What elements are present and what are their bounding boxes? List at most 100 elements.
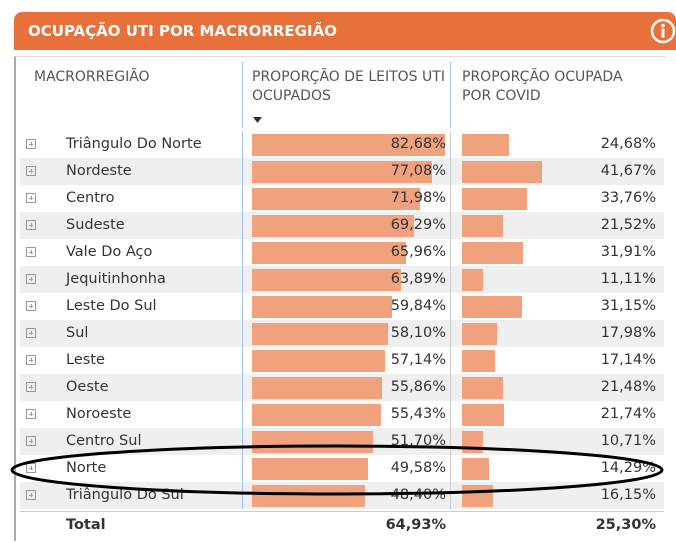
expand-icon[interactable] (26, 247, 36, 257)
total-covid: 25,30% (595, 517, 656, 533)
column-divider (450, 401, 451, 428)
covid-value: 31,91% (600, 244, 656, 260)
covid-value: 17,14% (600, 352, 656, 368)
data-bar (462, 161, 542, 183)
table-row: Triângulo Do Sul 48,40% 16,15% (20, 482, 664, 509)
expand-icon[interactable] (26, 139, 36, 149)
column-divider (242, 320, 243, 347)
column-divider (450, 428, 451, 455)
column-divider (242, 185, 243, 212)
table-row: Vale Do Aço 65,96% 31,91% (20, 239, 664, 266)
info-icon[interactable] (650, 18, 676, 44)
data-bar (252, 188, 421, 210)
data-bar (252, 161, 432, 183)
expand-icon[interactable] (26, 382, 36, 392)
covid-value: 41,67% (600, 163, 656, 179)
table-frame (14, 56, 666, 541)
column-header[interactable]: PROPORÇÃO OCUPADA POR COVID (462, 69, 623, 104)
column-divider (450, 62, 451, 128)
column-divider (242, 374, 243, 401)
occupied-value: 55,86% (390, 379, 446, 395)
data-bar (462, 269, 484, 291)
table-row: Jequitinhonha 63,89% 11,11% (20, 266, 664, 293)
column-divider (242, 482, 243, 509)
expand-icon[interactable] (26, 193, 36, 203)
covid-value: 11,11% (600, 271, 656, 287)
occupied-value: 55,43% (390, 406, 446, 422)
region-name: Nordeste (66, 163, 132, 179)
expand-icon[interactable] (26, 490, 36, 500)
column-divider (242, 131, 243, 158)
table-row: Sul 58,10% 17,98% (20, 320, 664, 347)
occupied-value: 51,70% (390, 433, 446, 449)
data-bar (462, 404, 504, 426)
table-row: Nordeste 77,08% 41,67% (20, 158, 664, 185)
region-name: Triângulo Do Norte (66, 136, 202, 152)
table-row: Centro 71,98% 33,76% (20, 185, 664, 212)
column-divider (450, 347, 451, 374)
data-bar (462, 323, 497, 345)
expand-icon[interactable] (26, 355, 36, 365)
column-divider (450, 482, 451, 509)
covid-value: 17,98% (600, 325, 656, 341)
data-bar (462, 350, 495, 372)
occupied-value: 82,68% (390, 136, 446, 152)
covid-value: 16,15% (600, 487, 656, 503)
sort-arrow (253, 117, 262, 123)
expand-icon[interactable] (26, 166, 36, 176)
column-divider (242, 62, 243, 128)
occupied-value: 58,10% (390, 325, 446, 341)
data-bar (252, 377, 383, 399)
column-divider (450, 293, 451, 320)
column-divider (450, 239, 451, 266)
table-row: Noroeste 55,43% 21,74% (20, 401, 664, 428)
region-name: Centro (66, 190, 115, 206)
column-divider (450, 212, 451, 239)
expand-icon[interactable] (26, 301, 36, 311)
title: OCUPAÇÃO UTI POR MACRORREGIÃO (28, 22, 337, 40)
column-divider (450, 266, 451, 293)
column-divider (242, 212, 243, 239)
occupied-value: 77,08% (390, 163, 446, 179)
column-divider (450, 185, 451, 212)
column-divider (242, 293, 243, 320)
region-name: Sul (66, 325, 89, 341)
table-row: Leste 57,14% 17,14% (20, 347, 664, 374)
covid-value: 10,71% (600, 433, 656, 449)
data-bar (462, 188, 527, 210)
title-bar: OCUPAÇÃO UTI POR MACRORREGIÃO (14, 12, 676, 50)
column-divider (242, 401, 243, 428)
column-header[interactable]: MACRORREGIÃO (34, 69, 150, 85)
covid-value: 21,52% (600, 217, 656, 233)
data-bar (462, 377, 504, 399)
expand-icon[interactable] (26, 328, 36, 338)
total-label: Total (66, 517, 106, 533)
region-name: Norte (66, 460, 107, 476)
covid-value: 21,48% (600, 379, 656, 395)
table-row: Leste Do Sul 59,84% 31,15% (20, 293, 664, 320)
covid-value: 31,15% (600, 298, 656, 314)
expand-icon[interactable] (26, 220, 36, 230)
column-divider (450, 320, 451, 347)
expand-icon[interactable] (26, 463, 36, 473)
data-bar (252, 242, 406, 264)
occupied-value: 69,29% (390, 217, 446, 233)
column-divider (242, 266, 243, 293)
column-header[interactable]: PROPORÇÃO DE LEITOS UTI OCUPADOS (252, 69, 445, 104)
data-bar (462, 296, 522, 318)
data-bar (462, 134, 510, 156)
occupied-value: 59,84% (390, 298, 446, 314)
column-divider (450, 131, 451, 158)
total-occupied: 64,93% (385, 517, 446, 533)
region-name: Jequitinhonha (66, 271, 166, 287)
column-divider (242, 347, 243, 374)
covid-value: 33,76% (600, 190, 656, 206)
expand-icon[interactable] (26, 409, 36, 419)
expand-icon[interactable] (26, 274, 36, 284)
occupied-value: 57,14% (390, 352, 446, 368)
column-divider (242, 158, 243, 185)
column-divider (450, 374, 451, 401)
table-row: Triângulo Do Norte 82,68% 24,68% (20, 131, 664, 158)
expand-icon[interactable] (26, 436, 36, 446)
